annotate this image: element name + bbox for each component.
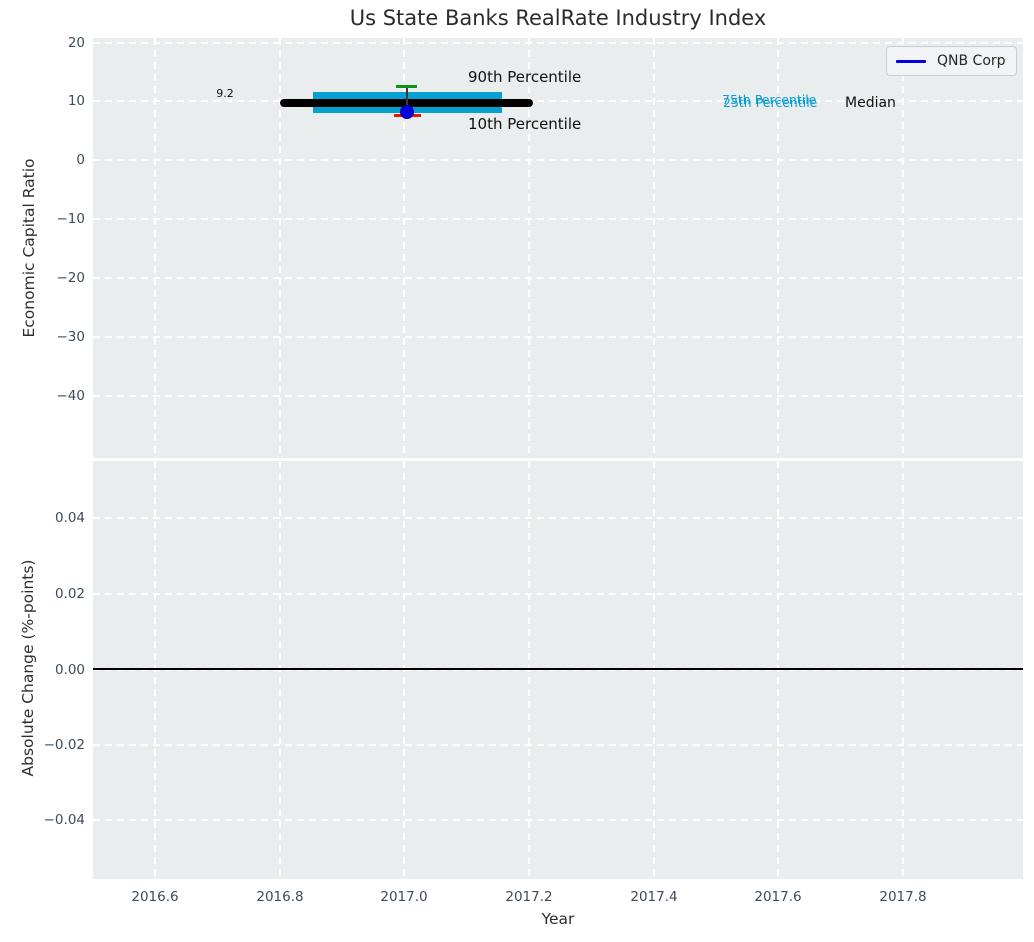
gridline xyxy=(93,336,1023,338)
bottom-plot-area xyxy=(93,461,1023,879)
x-axis-label: Year xyxy=(541,910,575,928)
x-tick-label: 2017.2 xyxy=(505,889,553,905)
y-tick-label: −40 xyxy=(56,388,86,404)
gridline xyxy=(777,38,779,458)
gridline xyxy=(154,461,156,879)
y-tick-label: 0.04 xyxy=(54,510,85,526)
p90-annotation: 90th Percentile xyxy=(468,68,582,86)
y-tick-label: −30 xyxy=(56,329,86,345)
x-tick-label: 2016.8 xyxy=(256,889,304,905)
qnb-corp-data-point xyxy=(400,105,414,119)
gridline xyxy=(403,461,405,879)
legend[interactable]: QNB Corp xyxy=(886,46,1017,76)
y-tick-label: 0.00 xyxy=(54,662,85,678)
gridline xyxy=(279,38,281,458)
top-plot-area: 9.2 90th Percentile 10th Percentile 75th… xyxy=(93,38,1023,458)
gridline xyxy=(93,42,1023,44)
gridline xyxy=(93,159,1023,161)
y-tick-label: −20 xyxy=(56,270,86,286)
gridline xyxy=(93,218,1023,220)
gridline xyxy=(93,100,1023,102)
bottom-y-axis-label: Absolute Change (%-points) xyxy=(19,559,37,777)
y-tick-label: −10 xyxy=(56,211,86,227)
zero-line xyxy=(93,668,1023,670)
p10-annotation: 10th Percentile xyxy=(468,115,582,133)
gridline xyxy=(93,517,1023,519)
y-tick-label: 10 xyxy=(67,93,85,109)
gridline xyxy=(528,461,530,879)
legend-line-icon xyxy=(896,59,926,63)
gridline xyxy=(93,593,1023,595)
gridline xyxy=(777,461,779,879)
x-tick-label: 2017.0 xyxy=(380,889,428,905)
x-tick-label: 2017.8 xyxy=(879,889,927,905)
y-tick-label: −0.04 xyxy=(43,812,85,828)
gridline xyxy=(902,461,904,879)
y-tick-label: 0.02 xyxy=(54,586,85,602)
x-tick-label: 2017.4 xyxy=(630,889,678,905)
gridline xyxy=(653,461,655,879)
y-tick-label: 20 xyxy=(67,35,85,51)
y-tick-label: −0.02 xyxy=(43,737,85,753)
whisker-line xyxy=(406,87,408,113)
median-value-annotation: 9.2 xyxy=(216,87,234,100)
gridline xyxy=(93,669,1023,671)
legend-label: QNB Corp xyxy=(937,53,1006,69)
gridline xyxy=(93,395,1023,397)
gridline xyxy=(93,744,1023,746)
gridline xyxy=(154,38,156,458)
p25-annotation: 25th Percentile xyxy=(723,95,818,110)
gridline xyxy=(528,38,530,458)
x-tick-label: 2017.6 xyxy=(754,889,802,905)
gridline xyxy=(653,38,655,458)
x-tick-label: 2016.6 xyxy=(131,889,179,905)
chart-title: Us State Banks RealRate Industry Index xyxy=(349,6,767,30)
whisker-cap-90th xyxy=(396,85,417,88)
gridline xyxy=(403,38,405,458)
gridline xyxy=(279,461,281,879)
top-y-axis-label: Economic Capital Ratio xyxy=(20,158,38,338)
p75-annotation: 75th Percentile xyxy=(722,92,817,107)
gridline xyxy=(902,38,904,458)
y-tick-label: 0 xyxy=(76,152,85,168)
gridline xyxy=(93,277,1023,279)
gridline xyxy=(93,819,1023,821)
median-annotation: Median xyxy=(845,95,896,111)
